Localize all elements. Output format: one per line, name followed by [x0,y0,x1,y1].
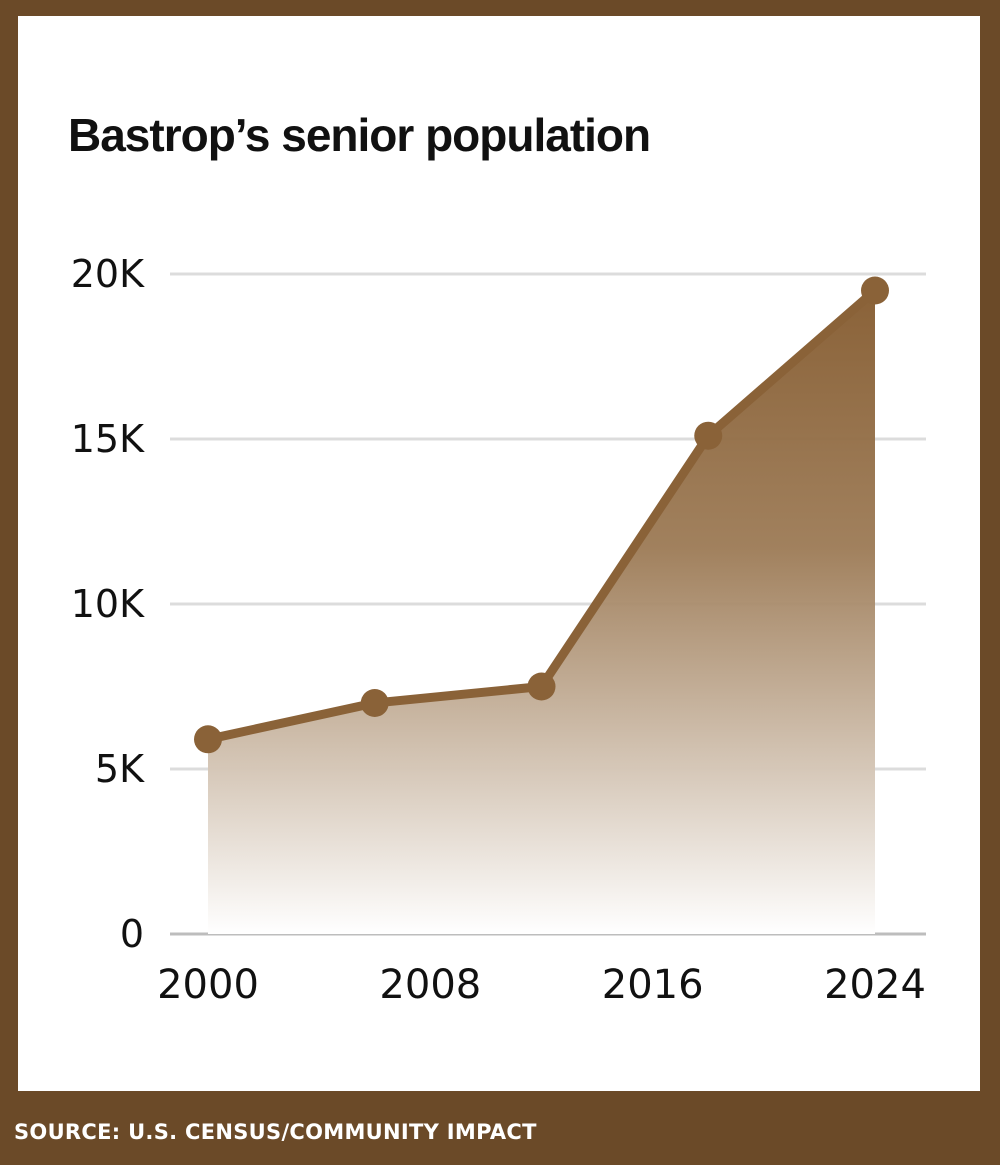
x-tick-label: 2024 [824,962,926,1008]
area-chart: 0 5K 10K 15K 20K 2000 2008 2016 2024 [71,252,926,1008]
x-axis-ticks: 2000 2008 2016 2024 [157,962,926,1008]
y-tick-label: 0 [120,912,144,956]
x-tick-label: 2008 [379,962,481,1008]
chart-panel: Bastrop’s senior population 0 5K 10K 15K 20K… [18,16,980,1091]
y-axis-ticks: 0 5K 10K 15K 20K [71,252,145,956]
x-tick-label: 2000 [157,962,259,1008]
chart-title: Bastrop’s senior population [68,109,651,161]
data-point [194,725,222,754]
y-tick-label: 15K [71,417,145,461]
y-tick-label: 5K [95,747,145,791]
series-area [208,290,875,934]
data-point [360,689,389,717]
source-note: SOURCE: U.S. CENSUS/COMMUNITY IMPACT [14,1120,537,1144]
x-tick-label: 2016 [602,962,704,1008]
data-point [694,421,723,450]
data-point [527,672,556,701]
point-layer [194,276,889,754]
y-tick-label: 20K [71,252,145,296]
y-tick-label: 10K [71,582,145,626]
data-point [861,276,889,305]
area-layer [208,290,875,934]
